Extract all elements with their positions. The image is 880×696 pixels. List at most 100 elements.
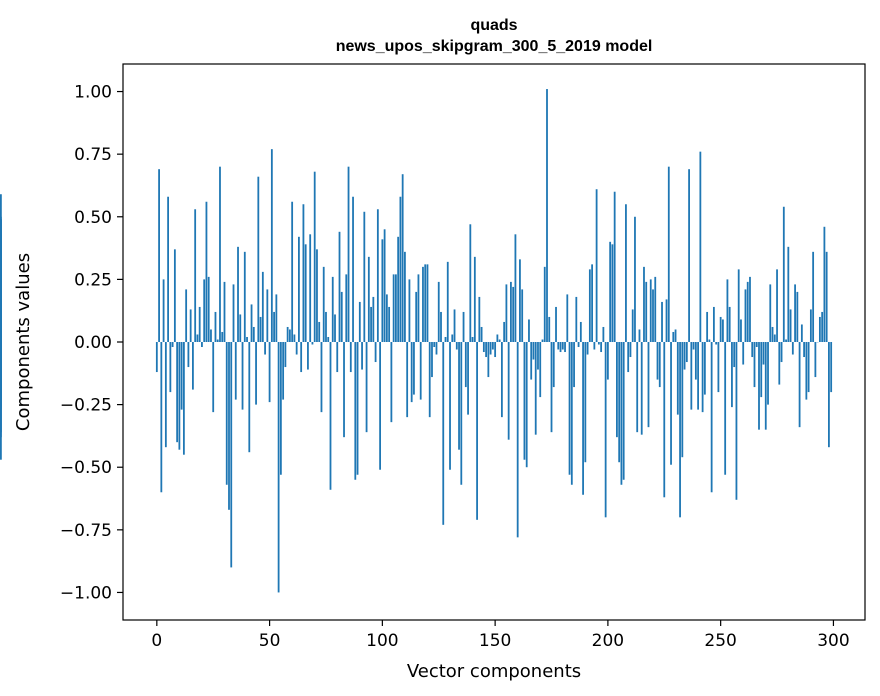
bar-92 (363, 211, 366, 342)
bar-64 (300, 342, 303, 373)
bar-6 (169, 342, 172, 393)
bar-145 (482, 342, 485, 353)
bar-55 (279, 342, 282, 475)
bar-152 (498, 339, 501, 342)
bar-245 (708, 339, 711, 342)
bar-31 (225, 342, 228, 485)
bar-42 (250, 304, 253, 342)
x-axis-ticks: 0 50 100 150 200 250 300 (151, 620, 850, 651)
bar-111 (406, 342, 409, 418)
bar-199 (604, 342, 607, 518)
bar-239 (694, 342, 697, 380)
bar-243 (703, 342, 706, 395)
bar-7 (171, 342, 174, 348)
bar-255 (731, 342, 733, 408)
plot-frame (122, 63, 866, 621)
bar-98 (376, 209, 379, 342)
bar-81 (338, 231, 341, 342)
bar-254 (728, 306, 731, 342)
bar-225 (663, 342, 666, 498)
bar-46 (259, 316, 262, 342)
bar-244 (706, 311, 709, 342)
bar-125 (437, 281, 440, 342)
bar-105 (392, 274, 395, 342)
bar-155 (505, 284, 508, 342)
bar-82 (340, 291, 343, 342)
bar-153 (500, 342, 503, 418)
bar-19 (198, 306, 201, 342)
bar-261 (744, 289, 747, 342)
bar-21 (203, 279, 206, 342)
bar-undefined (0, 254, 2, 342)
bar-122 (431, 342, 433, 378)
bar-76 (327, 336, 330, 342)
bar-28 (219, 166, 221, 342)
bar-119 (424, 264, 427, 342)
x-tick-label: 300 (817, 631, 849, 651)
bar-195 (595, 189, 598, 342)
bar-242 (701, 342, 704, 413)
bar-47 (261, 271, 264, 342)
bar-266 (755, 342, 758, 348)
bar-102 (385, 294, 388, 342)
bar-43 (252, 326, 255, 342)
bar-188 (579, 321, 582, 342)
bar-198 (602, 326, 605, 342)
bar-185 (573, 342, 575, 388)
bar-272 (769, 284, 772, 342)
y-tick-label: −0.25 (60, 396, 112, 416)
bar-44 (255, 342, 257, 405)
bar-248 (715, 342, 718, 345)
bar-66 (304, 244, 307, 342)
bar-100 (381, 239, 384, 342)
bar-278 (782, 206, 785, 342)
bar-228 (670, 342, 672, 465)
bar-213 (636, 342, 639, 433)
bar-223 (658, 342, 661, 388)
bar-56 (282, 342, 285, 400)
bar-175 (550, 342, 553, 433)
bar-210 (629, 342, 632, 358)
bar-134 (458, 342, 460, 450)
bar-113 (410, 342, 413, 403)
bar-58 (286, 326, 289, 342)
bar-249 (717, 342, 720, 393)
bar-221 (654, 276, 657, 342)
bar-170 (539, 342, 542, 398)
bar-138 (467, 342, 469, 415)
chart-subtitle: news_upos_skipgram_300_5_2019 model (336, 38, 653, 55)
bar-23 (207, 276, 210, 342)
bar-269 (762, 342, 765, 365)
bar-65 (302, 204, 305, 342)
bar-291 (812, 251, 815, 342)
bar-108 (399, 196, 402, 342)
bar-99 (379, 342, 381, 470)
bar-167 (532, 342, 535, 360)
bar-77 (329, 342, 332, 490)
bar-121 (428, 342, 431, 418)
bar-217 (645, 281, 648, 342)
bar-196 (597, 342, 600, 345)
bar-253 (726, 279, 729, 342)
bar-260 (742, 342, 745, 365)
bar-37 (239, 314, 242, 342)
bar-149 (491, 342, 494, 350)
bar-83 (343, 342, 345, 438)
bar-252 (724, 342, 727, 475)
bar-30 (223, 281, 226, 342)
bar-164 (525, 342, 528, 468)
bar-85 (347, 166, 350, 342)
bar-296 (823, 226, 826, 342)
bar-17 (194, 209, 197, 342)
bar-281 (789, 309, 792, 342)
bar-29 (221, 331, 224, 342)
bar-201 (609, 241, 612, 342)
bar-203 (613, 191, 616, 342)
bars-group (0, 89, 833, 593)
bar-39 (243, 251, 246, 342)
bar-137 (464, 342, 467, 388)
bar-156 (507, 342, 510, 440)
bar-116 (417, 274, 420, 342)
bar-59 (288, 329, 291, 342)
